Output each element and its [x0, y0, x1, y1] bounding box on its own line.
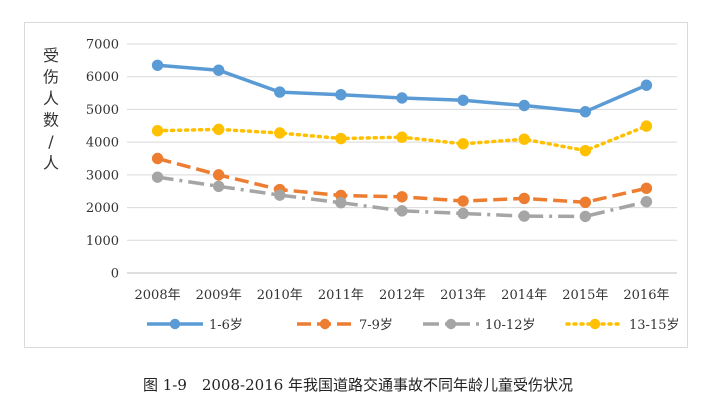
x-tick-label: 2011年	[318, 288, 364, 303]
y-tick-label: 3000	[86, 168, 119, 183]
legend-swatch-marker	[589, 318, 601, 330]
data-point	[640, 182, 653, 194]
data-point	[457, 94, 469, 106]
x-tick-label: 2014年	[501, 288, 547, 303]
data-point	[396, 131, 408, 143]
data-point	[212, 64, 225, 76]
series-3	[151, 171, 653, 223]
legend-swatch-marker	[319, 318, 331, 330]
data-point	[274, 86, 286, 98]
legend-swatch-marker	[445, 318, 457, 330]
y-tick-label: 5000	[86, 103, 119, 118]
line-chart: 受伤人数/人 0 1000 2000 3000 4000 5000 6000 7000 200…	[43, 38, 679, 334]
data-point	[457, 207, 469, 220]
x-tick-labels: 2008年 2009年 2010年 2011年 2012年 2013年 2014年 2015年…	[135, 288, 670, 303]
data-point	[518, 210, 530, 222]
data-point	[518, 133, 530, 145]
legend-swatch-marker	[169, 318, 181, 330]
data-point	[151, 152, 164, 165]
data-point	[457, 138, 469, 150]
data-point	[518, 99, 530, 112]
legend-item: 7-9岁	[297, 318, 393, 333]
data-point	[335, 196, 347, 209]
data-point	[212, 180, 225, 193]
data-point	[579, 196, 592, 209]
y-tick-label: 6000	[86, 70, 119, 85]
series-lines	[151, 59, 653, 223]
series-line	[157, 63, 648, 114]
data-point	[396, 92, 408, 104]
data-point	[457, 195, 469, 207]
data-point	[640, 195, 653, 208]
data-point	[151, 124, 164, 137]
series-line	[157, 175, 647, 219]
x-tick-label: 2015年	[562, 288, 608, 303]
y-axis-label: 受伤人数/人	[43, 46, 59, 173]
y-axis-title: 受伤人数/人	[43, 46, 59, 173]
data-point	[274, 189, 286, 201]
legend-item: 13-15岁	[565, 318, 679, 333]
legend-label: 7-9岁	[359, 318, 393, 333]
x-tick-label: 2016年	[623, 288, 669, 303]
y-tick-label: 4000	[86, 136, 119, 151]
data-point	[151, 171, 164, 183]
data-point	[396, 191, 408, 203]
y-tick-label: 1000	[86, 234, 119, 249]
y-tick-label: 2000	[86, 201, 119, 216]
x-tick-label: 2012年	[379, 288, 425, 303]
series-4	[151, 120, 653, 157]
data-point	[212, 123, 225, 136]
y-tick-labels: 0 1000 2000 3000 4000 5000 6000 7000	[86, 38, 119, 282]
data-point	[579, 106, 592, 118]
legend-label: 13-15岁	[629, 318, 679, 333]
data-point	[518, 192, 530, 205]
x-tick-label: 2010年	[257, 288, 303, 303]
y-tick-label: 0	[111, 267, 119, 282]
gridlines	[127, 43, 677, 274]
series-1	[151, 59, 653, 118]
legend-item: 1-6岁	[147, 318, 243, 333]
x-tick-label: 2009年	[196, 288, 242, 303]
data-point	[640, 79, 653, 91]
legend-label: 10-12岁	[485, 318, 535, 333]
legend-label: 1-6岁	[209, 318, 243, 333]
data-point	[212, 169, 225, 181]
chart-frame: 受伤人数/人 0 1000 2000 3000 4000 5000 6000 7000 200…	[24, 22, 688, 348]
data-point	[335, 89, 347, 101]
legend-item: 10-12岁	[423, 318, 535, 333]
legend: 1-6岁 7-9岁 10-12岁 13-15岁	[147, 318, 679, 333]
data-point	[579, 144, 592, 157]
data-point	[640, 120, 653, 132]
data-point	[274, 127, 286, 139]
x-tick-label: 2013年	[440, 288, 486, 303]
figure-caption: 图 1-9 2008-2016 年我国道路交通事故不同年龄儿童受伤状况	[142, 376, 574, 394]
x-tick-label: 2008年	[135, 288, 181, 303]
data-point	[151, 59, 164, 71]
series-2	[151, 152, 653, 209]
data-point	[335, 132, 347, 145]
y-tick-label: 7000	[86, 38, 119, 53]
data-point	[396, 205, 408, 217]
data-point	[579, 210, 592, 223]
